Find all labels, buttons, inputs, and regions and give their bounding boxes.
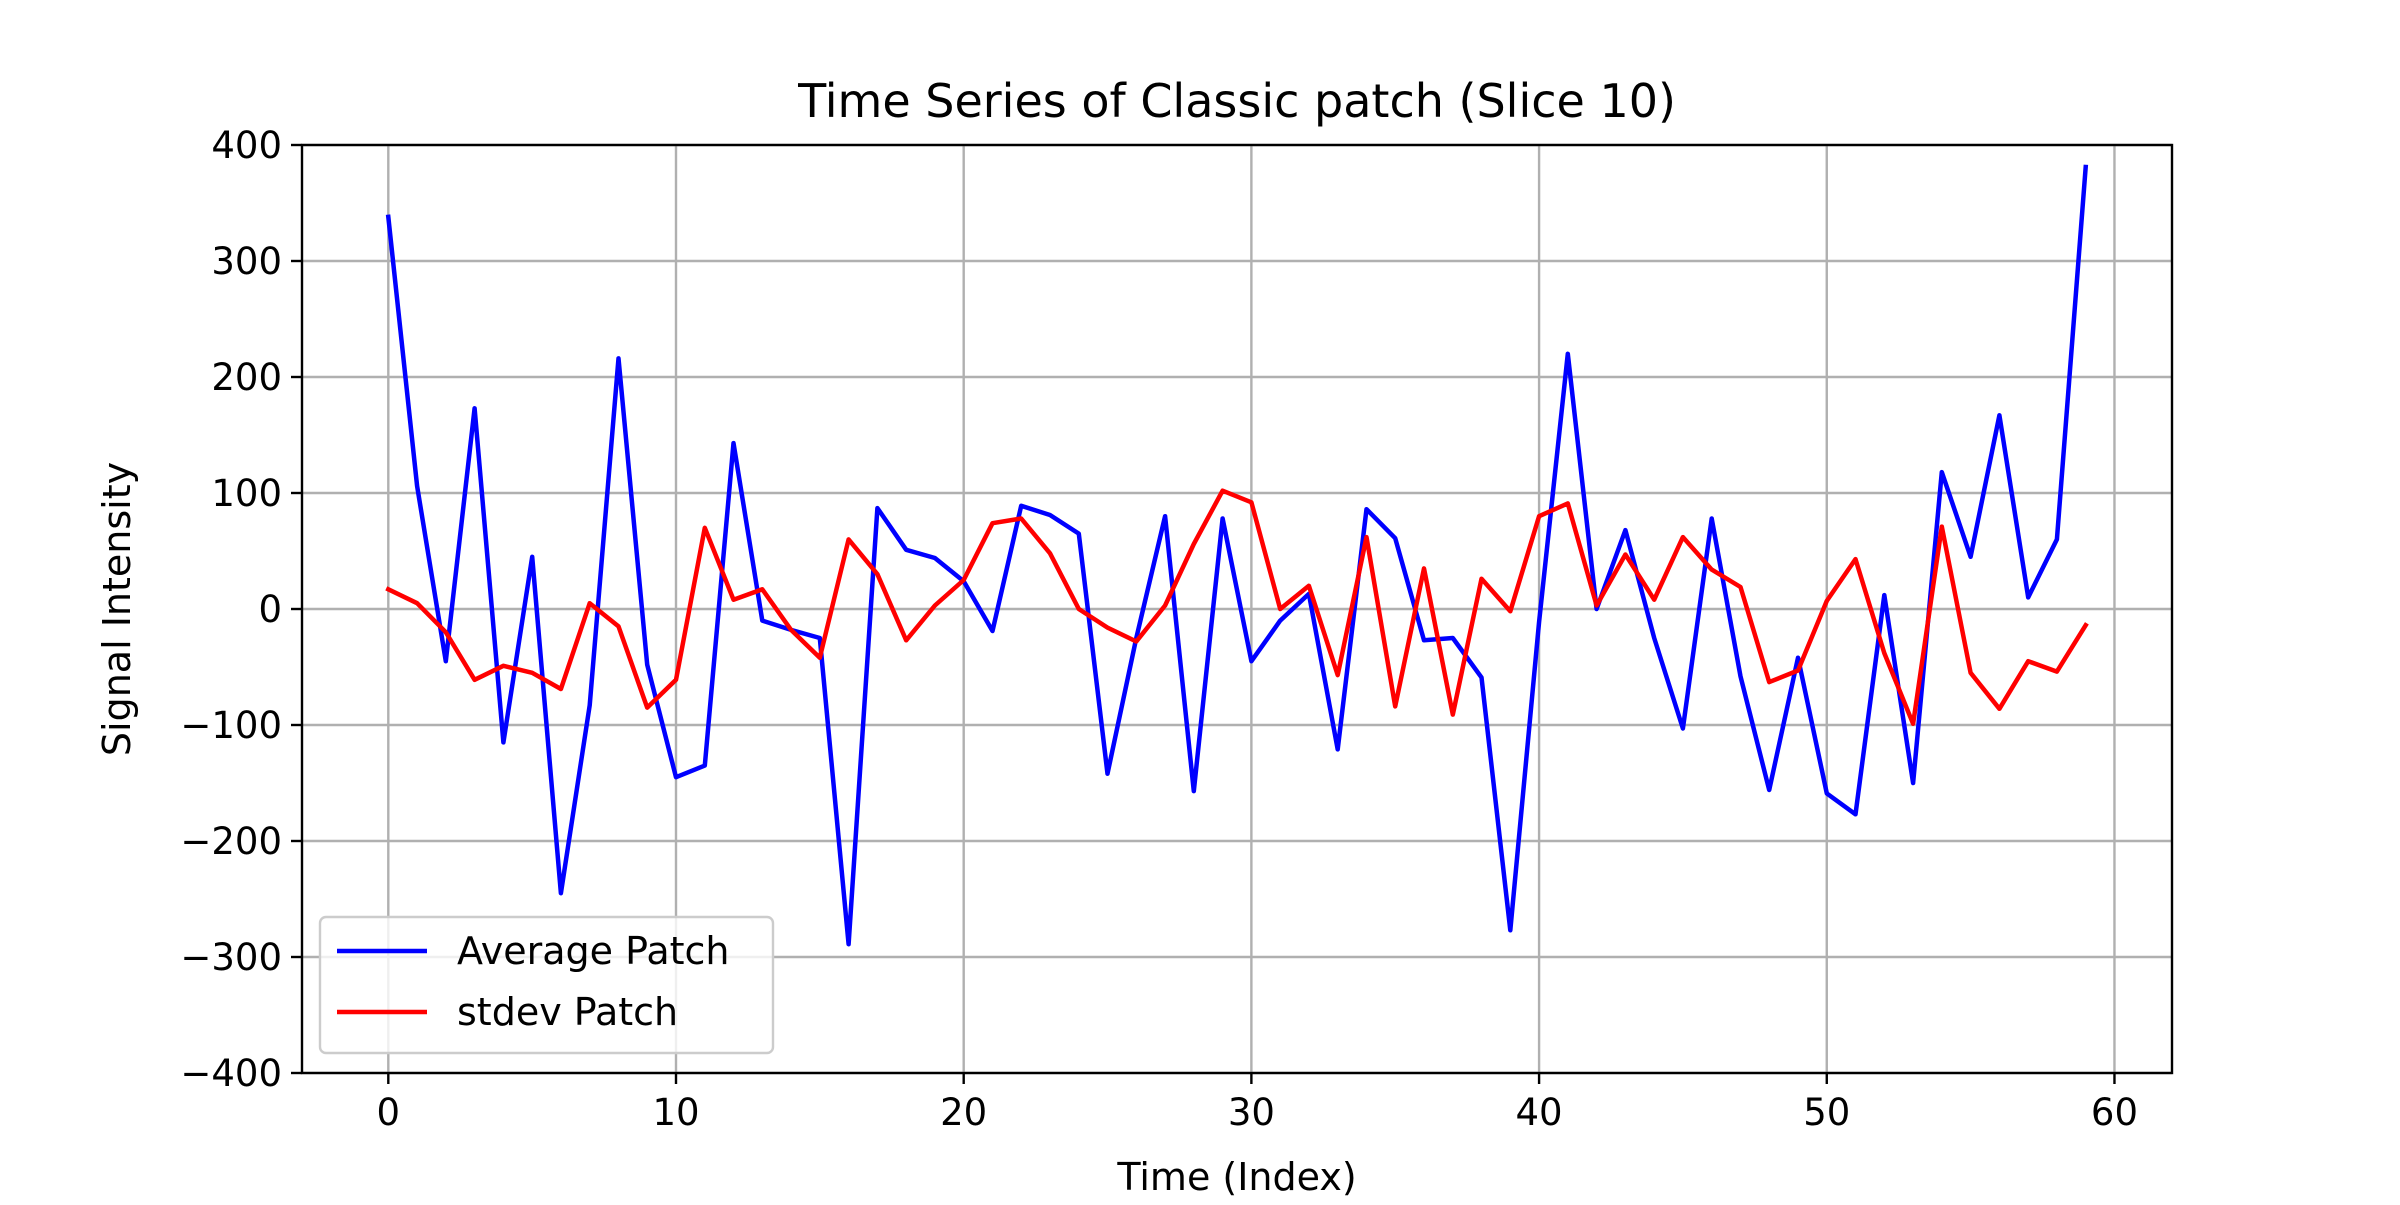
legend-box xyxy=(318,915,775,1055)
chart-title: Time Series of Classic patch (Slice 10) xyxy=(797,74,1676,128)
y-tick-label: 300 xyxy=(211,240,282,283)
y-tick-label: 400 xyxy=(211,124,282,167)
series-line-stdev-patch xyxy=(385,488,2089,727)
y-tick-label: 100 xyxy=(211,472,282,515)
y-axis-label: Signal Intensity xyxy=(95,462,139,756)
x-tick-label: 20 xyxy=(940,1091,987,1134)
x-tick-label: 40 xyxy=(1516,1091,1563,1134)
series-line-average-patch xyxy=(385,164,2089,947)
x-axis-label: Time (Index) xyxy=(1116,1155,1356,1199)
x-tick-label: 50 xyxy=(1803,1091,1850,1134)
legend-label: Average Patch xyxy=(457,929,730,973)
y-tick-label: −300 xyxy=(180,936,282,979)
y-tick-label: 0 xyxy=(258,588,282,631)
y-tick-label: −100 xyxy=(180,704,282,747)
legend-label: stdev Patch xyxy=(457,990,678,1034)
x-tick-label: 0 xyxy=(377,1091,401,1134)
y-tick-label: −200 xyxy=(180,820,282,863)
y-tick-label: −400 xyxy=(180,1052,282,1095)
x-tick-label: 10 xyxy=(652,1091,699,1134)
legend: Average Patch stdev Patch xyxy=(318,915,775,1055)
x-tick-label: 30 xyxy=(1228,1091,1275,1134)
y-tick-label: 200 xyxy=(211,356,282,399)
x-tick-label: 60 xyxy=(2091,1091,2138,1134)
